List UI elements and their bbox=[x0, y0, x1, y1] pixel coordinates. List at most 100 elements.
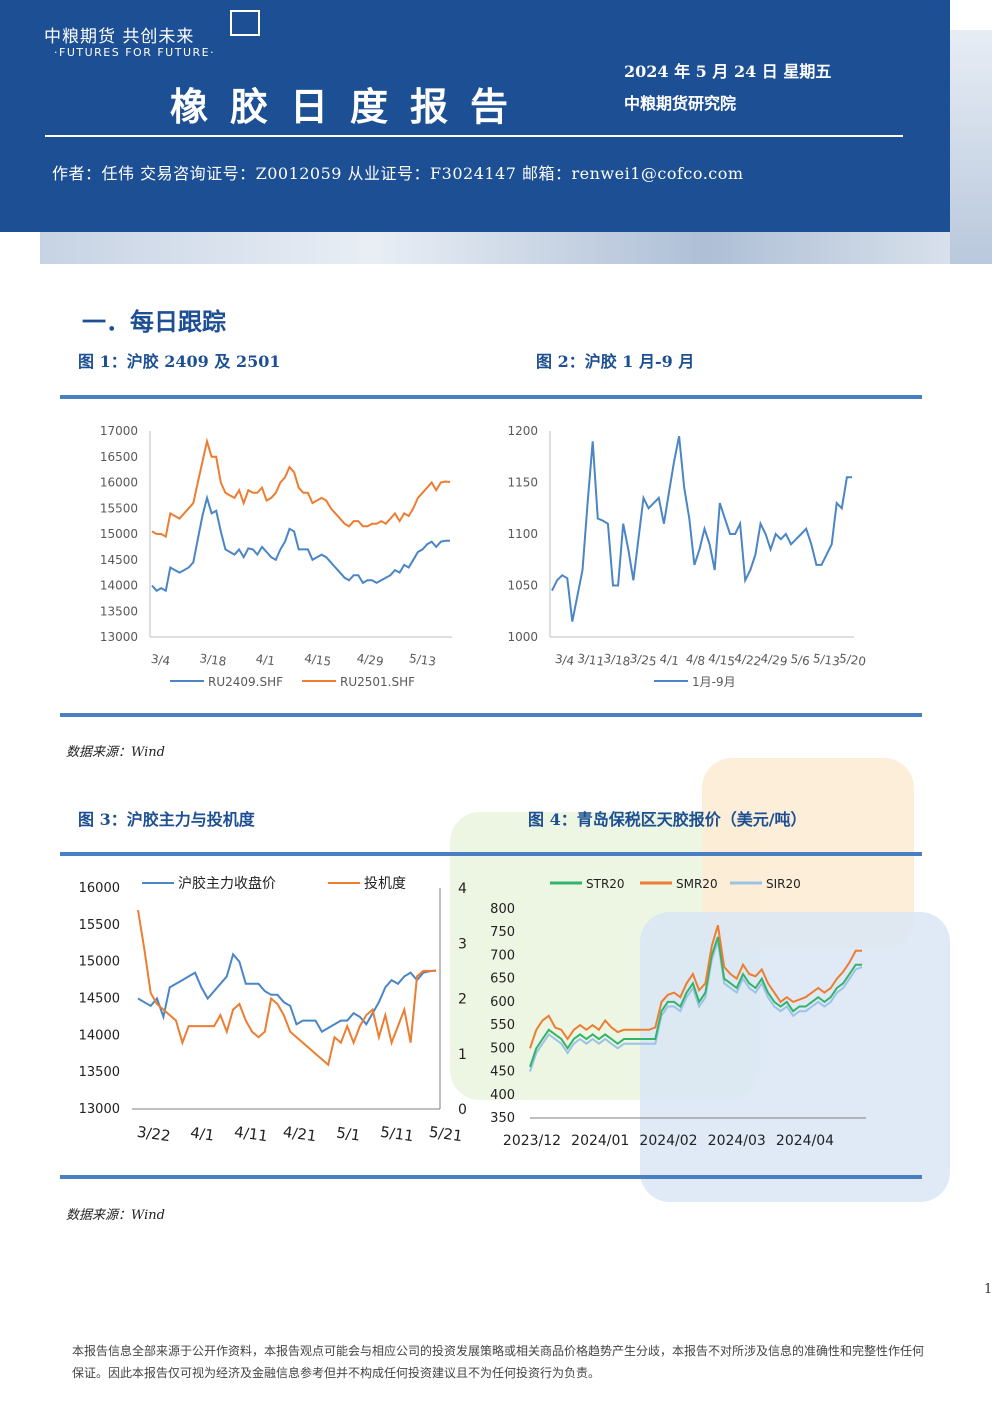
y-tick-label: 1400 bbox=[490, 1088, 515, 1103]
chart-3: 16000 15500 15000 14500 14000 13500 13000 4 3 2 1 0… bbox=[79, 875, 467, 1146]
x-tick-label: 4/29 bbox=[356, 651, 385, 669]
legend-label: 沪胶主力收盘价 bbox=[178, 875, 276, 892]
x-tick-label: 4/15 bbox=[707, 651, 736, 669]
y-tick-label: 1350 bbox=[490, 1111, 515, 1126]
legend-label: SMR20 bbox=[676, 877, 718, 891]
legend-label: SIR20 bbox=[766, 877, 801, 891]
y-tick-label: 16000 bbox=[100, 476, 138, 490]
series-line bbox=[137, 909, 436, 1067]
header-banner bbox=[0, 0, 950, 232]
y-tick-label: 14000 bbox=[100, 579, 138, 593]
y-tick-label: 1800 bbox=[490, 902, 515, 917]
y-tick-label: 1200 bbox=[507, 424, 538, 438]
y-tick-label-right: 4 bbox=[458, 881, 467, 897]
disclaimer: 本报告信息全部来源于公开作资料，本报告观点可能会与相应公司的投资发展策略或相关商… bbox=[72, 1344, 925, 1380]
y-tick-label: 14500 bbox=[100, 553, 138, 567]
y-tick-label-right: 1 bbox=[458, 1047, 467, 1063]
chart-1: 17000 16500 16000 15500 15000 14500 14000 13500… bbox=[100, 424, 452, 689]
chart-4: 1800 1750 1700 1650 1600 1550 1500 1450 1400 1350… bbox=[490, 877, 866, 1149]
header-divider bbox=[45, 135, 903, 137]
report-org: 中粮期货研究院 bbox=[624, 94, 737, 113]
figure-rule-bottom-1 bbox=[60, 713, 922, 717]
y-tick-label: 17000 bbox=[100, 424, 138, 438]
legend-label: 1月-9月 bbox=[692, 675, 736, 689]
y-tick-label: 1750 bbox=[490, 925, 515, 940]
x-tick-label: 3/11 bbox=[576, 651, 605, 669]
legend-label: RU2501.SHF bbox=[340, 675, 415, 689]
y-tick-label-right: 2 bbox=[458, 992, 467, 1008]
y-tick-label: 15000 bbox=[100, 527, 138, 541]
x-tick-label: 5/21 bbox=[428, 1123, 464, 1146]
x-tick-label: 5/11 bbox=[379, 1123, 415, 1146]
y-tick-label: 13500 bbox=[100, 604, 138, 618]
y-tick-label-left: 16000 bbox=[79, 881, 120, 896]
x-tick-label: 2023/12 bbox=[503, 1133, 561, 1149]
y-tick-label-left: 13500 bbox=[79, 1065, 120, 1080]
series-line bbox=[529, 941, 863, 1072]
y-tick-label: 1550 bbox=[490, 1018, 515, 1033]
y-tick-label-right: 0 bbox=[458, 1102, 467, 1118]
legend-label: 投机度 bbox=[364, 876, 406, 892]
x-tick-label: 2024/04 bbox=[776, 1133, 834, 1149]
y-tick-label-left: 14500 bbox=[79, 992, 120, 1007]
figure-2-title: 图 2：沪胶 1 月-9 月 bbox=[536, 352, 695, 371]
x-tick-label: 4/1 bbox=[189, 1123, 215, 1144]
figure-rule-top-1 bbox=[60, 395, 922, 399]
report-title: 橡胶日度报告 bbox=[170, 84, 531, 129]
y-tick-label: 1150 bbox=[507, 476, 538, 490]
x-tick-label: 5/13 bbox=[408, 651, 437, 669]
y-tick-label: 1700 bbox=[490, 948, 515, 963]
banner-photo-right bbox=[950, 30, 992, 264]
y-tick-label: 1600 bbox=[490, 995, 515, 1010]
y-tick-label: 1650 bbox=[490, 972, 515, 987]
y-tick-label-right: 3 bbox=[458, 936, 467, 952]
x-tick-label: 5/20 bbox=[838, 651, 867, 669]
x-tick-label: 3/18 bbox=[199, 651, 228, 669]
x-tick-label: 4/1 bbox=[255, 652, 276, 669]
y-tick-label: 13000 bbox=[100, 630, 138, 644]
y-tick-label-left: 15500 bbox=[79, 918, 120, 933]
y-tick-label: 1100 bbox=[507, 527, 538, 541]
figure-rule-top-2 bbox=[60, 852, 922, 856]
series-line bbox=[529, 925, 862, 1049]
series-line bbox=[151, 437, 451, 539]
decor-blue-blob bbox=[640, 912, 950, 1202]
x-tick-label: 3/4 bbox=[554, 652, 575, 669]
legend-label: STR20 bbox=[586, 877, 625, 891]
source-note-2: 数据来源：Wind bbox=[66, 1208, 165, 1223]
x-tick-label: 4/8 bbox=[685, 652, 706, 669]
y-tick-label-left: 13000 bbox=[79, 1102, 120, 1117]
y-tick-label-left: 15000 bbox=[79, 955, 120, 970]
x-tick-label: 2024/03 bbox=[708, 1133, 766, 1149]
y-tick-label: 16500 bbox=[100, 450, 138, 464]
section-title: 一．每日跟踪 bbox=[82, 307, 226, 336]
series-line bbox=[151, 494, 450, 593]
series-line bbox=[529, 936, 862, 1068]
x-tick-label: 3/18 bbox=[603, 651, 632, 669]
logo-mark-icon bbox=[230, 10, 260, 36]
x-tick-label: 5/1 bbox=[335, 1123, 361, 1144]
x-tick-label: 3/25 bbox=[629, 651, 658, 669]
figure-rule-bottom-2 bbox=[60, 1175, 922, 1179]
x-tick-label: 5/6 bbox=[790, 652, 811, 669]
x-tick-label: 4/21 bbox=[282, 1123, 318, 1146]
series-line bbox=[551, 436, 852, 622]
x-tick-label: 4/11 bbox=[233, 1123, 269, 1146]
x-tick-label: 2024/01 bbox=[571, 1133, 629, 1149]
x-tick-label: 4/1 bbox=[659, 652, 680, 669]
x-tick-label: 3/22 bbox=[136, 1123, 172, 1146]
figure-1-title: 图 1：沪胶 2409 及 2501 bbox=[78, 352, 281, 371]
report-date: 2024 年 5 月 24 日 星期五 bbox=[624, 62, 832, 81]
x-tick-label: 4/22 bbox=[734, 651, 763, 669]
y-tick-label: 1450 bbox=[490, 1065, 515, 1080]
page-number: 1 bbox=[984, 1282, 992, 1297]
y-tick-label: 15500 bbox=[100, 501, 138, 515]
chart-2: 1200 1150 1100 1050 1000 3/4 3/113/183/25 4/1 4/… bbox=[507, 424, 867, 689]
series-line bbox=[137, 952, 437, 1034]
figure-3-title: 图 3：沪胶主力与投机度 bbox=[78, 810, 255, 829]
x-tick-label: 4/29 bbox=[760, 651, 789, 669]
x-tick-label: 5/13 bbox=[812, 651, 841, 669]
source-note-1: 数据来源：Wind bbox=[66, 745, 165, 760]
x-tick-label: 3/4 bbox=[150, 652, 171, 669]
y-tick-label: 1000 bbox=[507, 630, 538, 644]
